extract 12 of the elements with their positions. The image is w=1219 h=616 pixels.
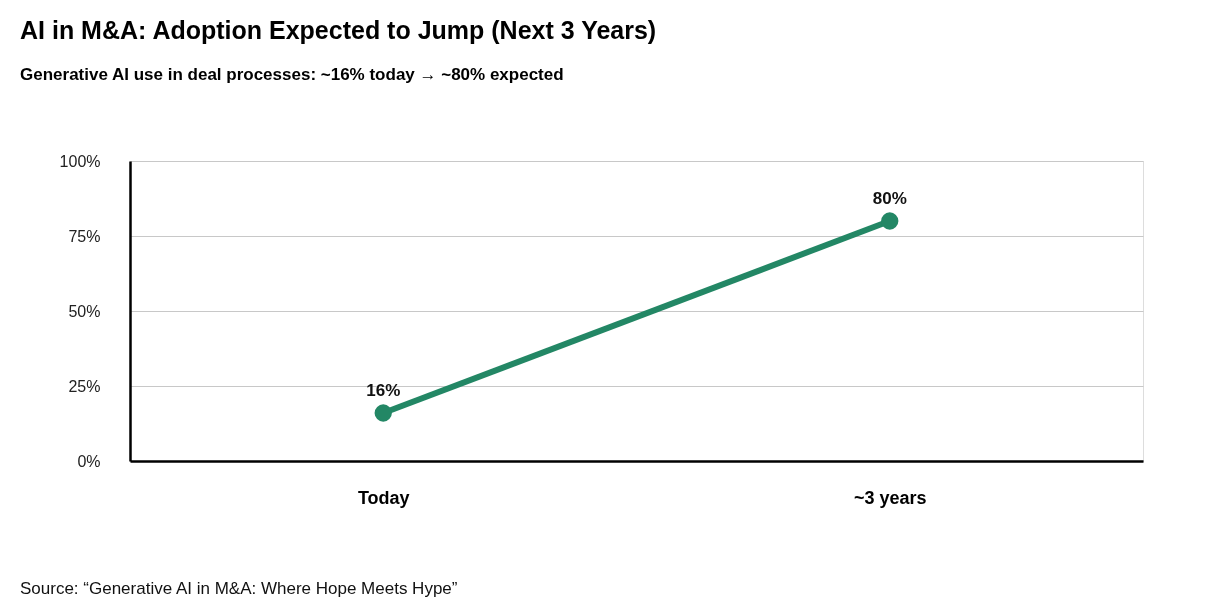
chart-subtitle: Generative AI use in deal processes: ~16% today → ~80% expected xyxy=(20,65,564,84)
chart-title: AI in M&A: Adoption Expected to Jump (Next 3 Years) xyxy=(20,16,657,44)
y-tick-label: 75% xyxy=(68,227,101,245)
y-tick-label: 0% xyxy=(77,452,101,470)
y-tick-label: 50% xyxy=(68,302,101,320)
y-tick-label: 100% xyxy=(59,152,101,170)
y-tick-label: 25% xyxy=(68,377,101,395)
data-label: 80% xyxy=(872,189,907,208)
x-tick-label: Today xyxy=(357,487,410,508)
source-note: Source: “Generative AI in M&A: Where Hope Meets Hype” xyxy=(20,579,458,598)
x-tick-label: ~3 years xyxy=(853,487,927,508)
data-label: 16% xyxy=(366,381,401,400)
